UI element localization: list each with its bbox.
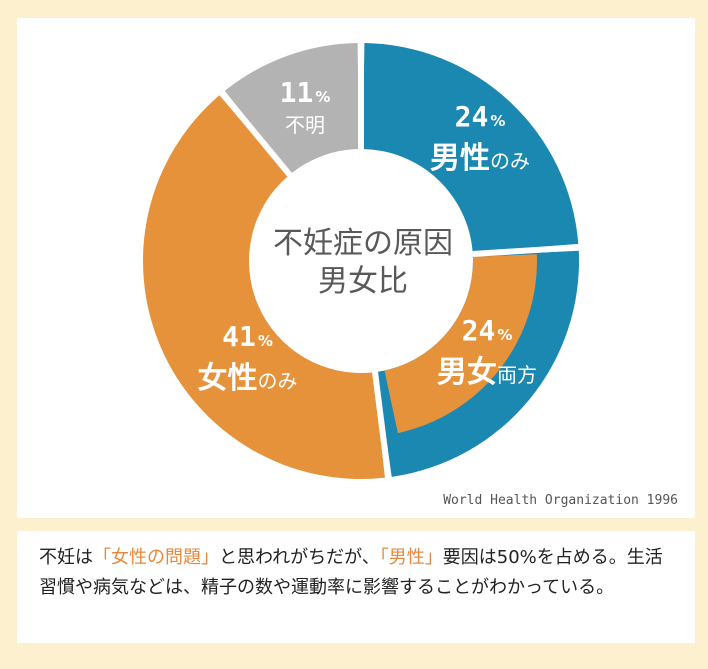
slice-pct-male: 24 (454, 100, 489, 133)
caption-highlight-male: 「男性」 (379, 547, 443, 568)
slice-pct-both: 24 (461, 314, 496, 347)
caption-part2: と思われがちだが、 (219, 547, 380, 568)
slice-label-male: 24% 男性のみ (415, 100, 545, 177)
slice-main-unknown: 不明 (285, 113, 325, 137)
slice-label-both: 24% 男女両方 (417, 314, 557, 391)
pct-sign: % (257, 332, 273, 350)
pct-sign: % (315, 88, 331, 106)
slice-sub-both: 両方 (497, 363, 537, 387)
slice-sub-female: のみ (257, 369, 298, 393)
pct-sign: % (497, 326, 513, 344)
slice-female (142, 95, 385, 479)
slice-label-unknown: 11% 不明 (270, 76, 340, 138)
chart-title-line2: 男女比 (318, 264, 408, 299)
slice-sub-male: のみ (490, 149, 530, 173)
slice-pct-unknown: 11 (279, 76, 314, 109)
slice-pct-female: 41 (222, 320, 256, 353)
caption-text: 不妊は「女性の問題」と思われがちだが、「男性」要因は50%を占める。生活習慣や病… (39, 543, 679, 603)
chart-title-line1: 不妊症の原因 (273, 226, 453, 261)
slice-separator (371, 369, 392, 480)
slice-separator (218, 89, 294, 179)
slice-both-inner (384, 254, 537, 434)
caption-highlight-female: 「女性の問題」 (93, 547, 219, 568)
chart-source: World Health Organization 1996 (443, 493, 678, 508)
slice-male (362, 43, 579, 253)
slice-main-both: 男女 (437, 355, 497, 390)
slice-unknown (224, 43, 360, 174)
slice-label-female: 41% 女性のみ (180, 320, 315, 397)
pct-sign: % (490, 112, 506, 130)
slice-main-female: 女性 (197, 361, 258, 396)
caption-box (17, 531, 695, 643)
caption-part3: 要因は50%を占める。生活習慣や病気などは、精子の数や運動率に影響することがわか… (39, 547, 663, 598)
slice-main-male: 男性 (430, 141, 490, 176)
slice-separator (470, 244, 581, 258)
chart-title: 不妊症の原因 男女比 (258, 225, 468, 301)
caption-part1: 不妊は (39, 547, 93, 568)
